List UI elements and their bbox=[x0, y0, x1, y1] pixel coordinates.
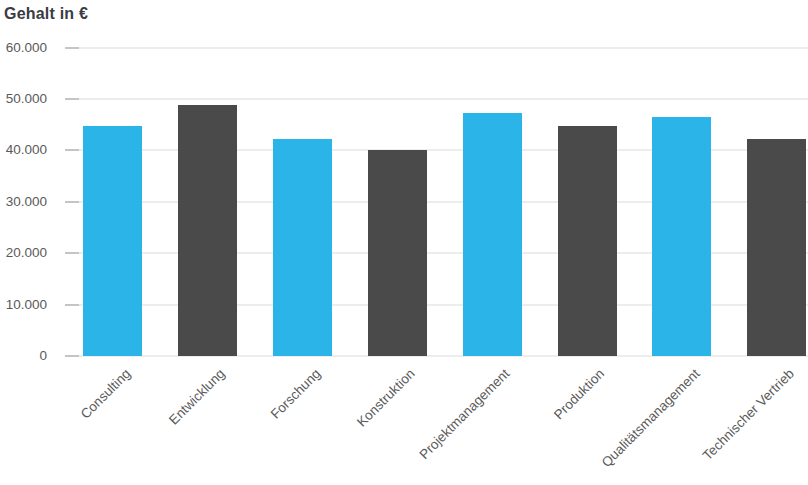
tickmark-30.000 bbox=[65, 201, 79, 203]
tickmark-40.000 bbox=[65, 149, 79, 151]
chart-title: Gehalt in € bbox=[4, 5, 88, 23]
bar-entwicklung bbox=[178, 105, 237, 356]
bar-technischer-vertrieb bbox=[747, 139, 806, 356]
y-tick-label-10.000: 10.000 bbox=[0, 296, 47, 314]
bar-konstruktion bbox=[368, 150, 427, 356]
gridline-50.000 bbox=[65, 98, 808, 100]
tickmark-50.000 bbox=[65, 98, 79, 100]
y-tick-label-30.000: 30.000 bbox=[0, 193, 47, 211]
tickmark-10.000 bbox=[65, 304, 79, 306]
bar-consulting bbox=[83, 126, 142, 356]
x-tick-label-entwicklung: Entwicklung bbox=[166, 366, 228, 428]
bar-projektmanagement bbox=[463, 113, 522, 356]
y-tick-label-0: 0 bbox=[0, 347, 47, 365]
bar-produktion bbox=[558, 126, 617, 356]
x-tick-label-qualitatsmanagement: Qualitätsmanagement bbox=[598, 366, 702, 470]
y-tick-label-40.000: 40.000 bbox=[0, 141, 47, 159]
x-tick-label-konstruktion: Konstruktion bbox=[354, 366, 418, 430]
tickmark-60.000 bbox=[65, 47, 79, 49]
tickmark-20.000 bbox=[65, 252, 79, 254]
tickmark-0 bbox=[65, 355, 79, 357]
salary-bar-chart: Gehalt in € 0 10.000 20.000 30.000 40.000 50.… bbox=[0, 0, 808, 485]
y-tick-label-50.000: 50.000 bbox=[0, 90, 47, 108]
x-tick-label-produktion: Produktion bbox=[551, 366, 607, 422]
x-tick-label-technischer-vertrieb: Technischer Vertrieb bbox=[700, 366, 797, 463]
gridline-60.000 bbox=[65, 47, 808, 49]
bar-qualitatsmanagement bbox=[652, 117, 711, 356]
x-tick-label-consulting: Consulting bbox=[77, 366, 133, 422]
x-tick-label-forschung: Forschung bbox=[267, 366, 323, 422]
y-tick-label-20.000: 20.000 bbox=[0, 244, 47, 262]
bar-forschung bbox=[273, 139, 332, 356]
y-tick-label-60.000: 60.000 bbox=[0, 39, 47, 57]
x-tick-label-projektmanagement: Projektmanagement bbox=[417, 366, 513, 462]
